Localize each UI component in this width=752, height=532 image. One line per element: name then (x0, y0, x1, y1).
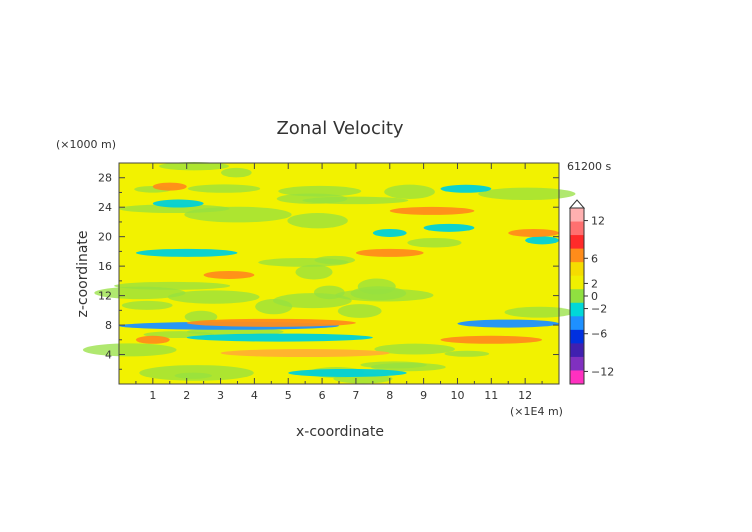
field-patch (174, 372, 212, 379)
colorbar-swatch (570, 316, 584, 331)
x-tick-label: 2 (183, 389, 190, 402)
colorbar-label: 6 (591, 252, 598, 265)
field-patch (384, 184, 435, 199)
y-tick-label: 4 (105, 349, 112, 362)
colorbar-labels: 12 6 20−2 −6 −12 (584, 215, 614, 378)
field-feature (525, 236, 559, 245)
field-patch (504, 306, 575, 318)
field-feature (355, 248, 424, 257)
field-feature (135, 335, 170, 344)
colorbar-label: 0 (591, 290, 598, 303)
x-tick-label: 4 (251, 389, 258, 402)
field-patch (302, 196, 409, 205)
field-feature (220, 349, 390, 358)
field-patch (186, 328, 284, 336)
y-tick-label: 24 (98, 201, 112, 214)
colorbar-label: −12 (591, 365, 614, 378)
field-patch (258, 257, 349, 267)
colorbar-swatch (570, 343, 584, 358)
field-patch (374, 343, 455, 355)
plot-area (82, 162, 576, 385)
y-axis-label: z-coordinate (75, 230, 91, 317)
field-patch (478, 187, 576, 201)
field-patch (187, 184, 261, 193)
y-tick-label: 20 (98, 231, 112, 244)
field-patch (335, 288, 434, 302)
colorbar-label: 2 (591, 277, 598, 290)
field-feature (508, 228, 559, 237)
field-patch (407, 237, 462, 248)
field-feature (440, 184, 492, 193)
field-feature (457, 319, 559, 328)
field-feature (372, 228, 407, 237)
colorbar-swatch (570, 221, 584, 236)
field-patch (158, 162, 230, 171)
colorbar-label: −2 (591, 303, 607, 316)
colorbar-swatch (570, 329, 584, 344)
colorbar-label: 12 (591, 215, 605, 228)
field-feature (203, 270, 255, 279)
field-feature (288, 368, 407, 377)
field-patch (360, 361, 427, 369)
x-tick-label: 5 (285, 389, 292, 402)
field-patch (295, 264, 333, 280)
field-patch (167, 290, 260, 304)
y-unit-label: (×1000 m) (56, 138, 116, 151)
field-patch (121, 300, 173, 310)
colorbar: 12 6 20−2 −6 −12 (568, 199, 614, 385)
x-tick-label: 12 (518, 389, 532, 402)
x-tick-label: 7 (352, 389, 359, 402)
field-patch (287, 213, 348, 229)
field-patch (357, 278, 396, 295)
x-tick-label: 3 (217, 389, 224, 402)
field-feature (152, 199, 204, 208)
colorbar-swatch (570, 370, 584, 385)
colorbar-swatch (570, 235, 584, 250)
colorbar-swatch (570, 208, 584, 223)
field-patch (118, 204, 230, 214)
field-feature (440, 335, 543, 344)
field-patch (444, 350, 490, 357)
x-tick-label: 1 (149, 389, 156, 402)
chart-title: Zonal Velocity (276, 118, 403, 139)
x-tick-label: 11 (484, 389, 498, 402)
y-tick-label: 16 (98, 260, 112, 273)
field-patch (184, 310, 218, 323)
colorbar-swatch (570, 302, 584, 317)
field-feature (186, 318, 356, 327)
colorbar-swatch (570, 275, 584, 290)
field-patch (273, 293, 352, 309)
y-tick-label: 12 (98, 290, 112, 303)
colorbar-top-arrow (568, 199, 586, 209)
colorbar-swatch (570, 356, 584, 371)
colorbar-swatch (570, 289, 584, 304)
field-feature (152, 182, 187, 191)
y-tick-label: 8 (105, 319, 112, 332)
colorbar-swatch (570, 262, 584, 277)
colorbar-swatches (570, 208, 584, 385)
field-patch (221, 167, 252, 178)
colorbar-label: −6 (591, 328, 607, 341)
y-axis: 4 8 12 16 20 24 28 (98, 172, 559, 370)
x-tick-label: 10 (450, 389, 464, 402)
field-feature (389, 206, 475, 215)
x-axis-label: x-coordinate (296, 424, 384, 440)
field-feature (186, 333, 373, 342)
field-patch (82, 343, 177, 357)
colorbar-swatch (570, 248, 584, 263)
field-patch (94, 286, 186, 300)
field-feature (423, 223, 475, 232)
field-feature (135, 248, 238, 257)
time-label: 61200 s (567, 160, 611, 173)
x-axis: 1 2 3 4 5 6 7 8 9 10 11 12 (135, 163, 543, 402)
x-tick-label: 9 (420, 389, 427, 402)
x-unit-label: (×1E4 m) (510, 405, 563, 418)
field-patch (278, 185, 362, 197)
x-tick-label: 8 (386, 389, 393, 402)
y-tick-label: 28 (98, 172, 112, 185)
x-tick-label: 6 (319, 389, 326, 402)
velocity-field (82, 162, 576, 384)
field-patch (337, 304, 382, 318)
